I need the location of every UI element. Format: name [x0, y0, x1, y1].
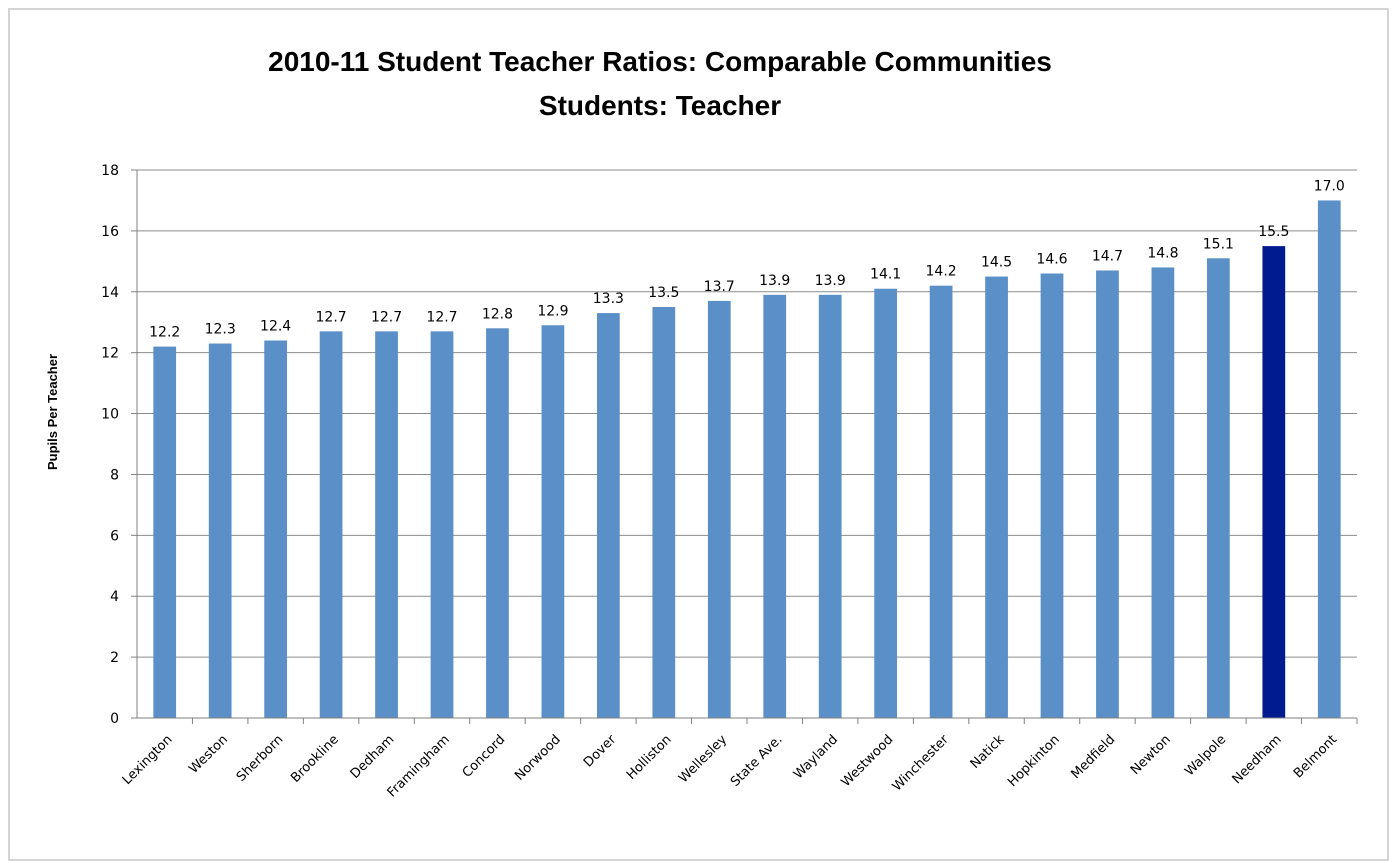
x-tick-label: Walpole: [1182, 732, 1229, 779]
x-tick-label: State Ave.: [728, 732, 786, 790]
bar: [929, 285, 953, 718]
bar: [596, 313, 620, 718]
bar: [375, 331, 398, 718]
data-label: 12.2: [149, 325, 180, 341]
bar: [985, 276, 1008, 718]
x-tick-label: Winchester: [890, 732, 953, 795]
x-tick-label: Brookline: [288, 732, 342, 786]
data-label: 13.7: [704, 279, 735, 295]
y-tick-label: 18: [101, 163, 119, 179]
bar: [430, 331, 454, 718]
x-tick-label: Dedham: [348, 732, 398, 782]
bar: [763, 294, 787, 718]
y-axis-label: Pupils Per Teacher: [45, 354, 60, 470]
x-tick-label: Dover: [581, 732, 620, 771]
data-label: 13.5: [648, 285, 679, 301]
x-tick-label: Westwood: [839, 732, 897, 790]
bar: [208, 343, 232, 718]
y-tick-label: 12: [101, 346, 119, 362]
bars: [153, 200, 1341, 718]
data-label: 12.7: [426, 309, 457, 325]
bar: [319, 331, 343, 718]
bar: [264, 340, 288, 718]
data-label: 14.2: [926, 264, 957, 280]
bar: [1317, 200, 1341, 718]
bar: [486, 328, 509, 718]
x-tick-label: Natick: [968, 732, 1008, 772]
chart-subtitle: Students: Teacher: [538, 90, 782, 121]
data-label: 15.5: [1258, 224, 1289, 240]
data-labels: 12.2 12.3 12.4 12.7 12.7 12.7 12.8 12.9 13.3 13.5…: [149, 178, 1345, 340]
data-label: 13.9: [759, 273, 790, 289]
y-tick-label: 6: [110, 528, 119, 544]
x-tick-label: Wayland: [791, 732, 841, 782]
x-tick-label: Holliston: [624, 732, 675, 783]
data-label: 12.7: [371, 309, 402, 325]
y-tick-label: 10: [101, 407, 119, 423]
data-label: 12.7: [316, 309, 347, 325]
y-tick-label: 4: [110, 589, 119, 605]
bar: [1040, 273, 1064, 718]
x-tick-label: Norwood: [512, 732, 563, 783]
data-label: 17.0: [1314, 178, 1345, 194]
x-tick-label: Needham: [1230, 732, 1285, 787]
data-label: 12.8: [482, 306, 513, 322]
bar: [874, 288, 898, 718]
data-label: 14.6: [1036, 252, 1067, 268]
data-label: 13.3: [593, 291, 624, 307]
bar: [541, 325, 565, 718]
data-label: 14.7: [1092, 248, 1123, 264]
y-tick-label: 16: [101, 224, 119, 240]
data-label: 14.1: [870, 267, 901, 283]
data-label: 12.9: [537, 303, 568, 319]
data-label: 12.4: [260, 318, 291, 334]
data-label: 15.1: [1203, 236, 1234, 252]
x-tick-label: Wellesley: [676, 732, 730, 786]
y-tick-label: 14: [101, 285, 119, 301]
x-tick-label: Concord: [460, 732, 509, 781]
bar: [818, 294, 842, 718]
bar: [652, 307, 676, 718]
y-tick-label: 0: [110, 711, 119, 727]
x-tick-label: Belmont: [1291, 732, 1340, 781]
x-tick-label: Lexington: [120, 732, 176, 788]
y-tick-label: 8: [110, 467, 119, 483]
bar: [707, 300, 731, 718]
data-label: 14.5: [981, 255, 1012, 271]
x-tick-label: Newton: [1128, 732, 1174, 778]
data-label: 14.8: [1147, 245, 1178, 261]
x-tick-label: Weston: [186, 732, 231, 777]
x-tick-label: Medfield: [1068, 732, 1118, 782]
data-label: 13.9: [815, 273, 846, 289]
bar: [1262, 246, 1286, 718]
bar: [153, 346, 177, 718]
y-tick-label: 2: [110, 650, 119, 666]
bar: [1151, 267, 1175, 718]
bar: [1096, 270, 1119, 718]
bar: [1206, 258, 1230, 718]
data-label: 12.3: [205, 322, 236, 338]
x-tick-label: Sherborn: [234, 732, 287, 785]
chart-title: 2010-11 Student Teacher Ratios: Comparab…: [268, 46, 1052, 77]
x-tick-label: Hopkinton: [1005, 732, 1063, 790]
